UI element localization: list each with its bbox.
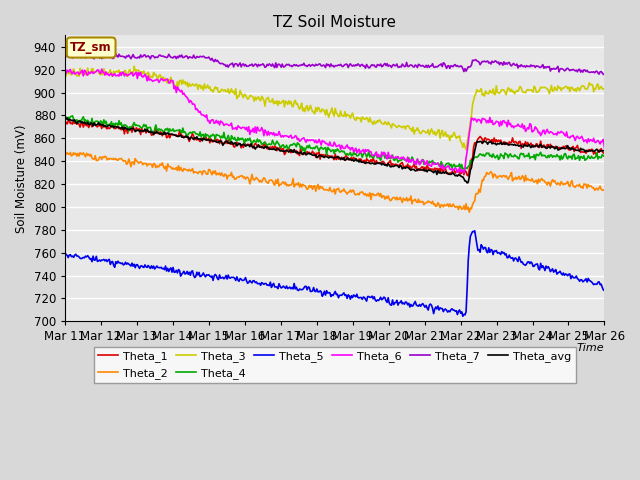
- Theta_1: [590, 151, 598, 157]
- Theta_4: [319, 145, 326, 151]
- Line: Theta_5: Theta_5: [65, 231, 604, 316]
- Theta_2: [600, 187, 608, 192]
- Theta_1: [354, 157, 362, 163]
- Theta_3: [462, 147, 470, 153]
- Theta_3: [590, 89, 598, 95]
- Theta_7: [383, 61, 391, 67]
- Theta_3: [131, 63, 138, 69]
- Line: Theta_1: Theta_1: [65, 120, 604, 176]
- Theta_avg: [590, 148, 598, 154]
- Line: Theta_avg: Theta_avg: [65, 118, 604, 183]
- Theta_4: [322, 145, 330, 151]
- Theta_avg: [600, 148, 608, 154]
- Line: Theta_4: Theta_4: [65, 116, 604, 169]
- Theta_4: [354, 153, 362, 158]
- Theta_3: [506, 86, 513, 92]
- Text: TZ_sm: TZ_sm: [70, 41, 112, 54]
- Theta_2: [590, 185, 598, 191]
- Theta_7: [600, 71, 608, 77]
- Line: Theta_6: Theta_6: [65, 69, 604, 173]
- Theta_4: [61, 115, 68, 120]
- Theta_4: [459, 167, 467, 172]
- Theta_2: [465, 209, 473, 215]
- Theta_6: [98, 66, 106, 72]
- Theta_7: [600, 72, 607, 77]
- Theta_5: [317, 289, 325, 295]
- Theta_avg: [463, 180, 471, 186]
- Theta_avg: [383, 163, 391, 169]
- Theta_2: [61, 151, 68, 156]
- Theta_5: [471, 228, 479, 234]
- Theta_5: [600, 288, 608, 293]
- Theta_7: [112, 51, 120, 57]
- Theta_1: [383, 162, 391, 168]
- Theta_6: [354, 148, 362, 154]
- Theta_avg: [322, 153, 330, 159]
- Line: Theta_3: Theta_3: [65, 66, 604, 150]
- Theta_2: [383, 195, 391, 201]
- Theta_5: [353, 291, 361, 297]
- Theta_4: [383, 153, 391, 158]
- Text: Time: Time: [577, 343, 604, 353]
- Theta_4: [68, 113, 76, 119]
- Theta_6: [506, 121, 513, 127]
- Theta_6: [322, 141, 330, 146]
- Theta_3: [322, 112, 330, 118]
- Theta_7: [322, 65, 330, 71]
- Theta_7: [504, 60, 512, 66]
- Y-axis label: Soil Moisture (mV): Soil Moisture (mV): [15, 124, 28, 233]
- Theta_3: [600, 85, 608, 91]
- Theta_5: [590, 282, 598, 288]
- Theta_2: [322, 187, 330, 192]
- Theta_6: [319, 138, 326, 144]
- Theta_1: [70, 117, 77, 123]
- Theta_2: [354, 191, 362, 196]
- Theta_2: [67, 150, 74, 156]
- Theta_1: [319, 152, 326, 158]
- Theta_5: [61, 249, 68, 255]
- Theta_2: [506, 174, 513, 180]
- Theta_1: [506, 139, 513, 144]
- Theta_6: [383, 156, 391, 162]
- Theta_4: [600, 154, 608, 159]
- Theta_3: [383, 122, 391, 128]
- Theta_2: [319, 184, 326, 190]
- Theta_5: [321, 288, 328, 294]
- Theta_5: [506, 252, 513, 258]
- Theta_7: [354, 61, 362, 67]
- Theta_1: [322, 152, 330, 157]
- Theta_7: [61, 51, 68, 57]
- Theta_6: [460, 170, 468, 176]
- Theta_avg: [63, 115, 71, 121]
- Theta_5: [459, 313, 467, 319]
- Theta_6: [590, 135, 598, 141]
- Theta_avg: [61, 117, 68, 122]
- Legend: Theta_1, Theta_2, Theta_3, Theta_4, Theta_5, Theta_6, Theta_7, Theta_avg: Theta_1, Theta_2, Theta_3, Theta_4, Thet…: [94, 347, 575, 383]
- Theta_6: [61, 68, 68, 73]
- Theta_avg: [506, 142, 513, 148]
- Theta_avg: [354, 158, 362, 164]
- Theta_5: [382, 298, 390, 304]
- Theta_7: [589, 70, 596, 75]
- Theta_avg: [319, 153, 326, 159]
- Theta_6: [600, 145, 608, 151]
- Theta_3: [319, 106, 326, 112]
- Theta_4: [506, 152, 513, 158]
- Theta_3: [61, 66, 68, 72]
- Theta_1: [600, 151, 608, 156]
- Theta_7: [319, 63, 326, 69]
- Line: Theta_2: Theta_2: [65, 153, 604, 212]
- Theta_1: [465, 173, 472, 179]
- Line: Theta_7: Theta_7: [65, 54, 604, 74]
- Title: TZ Soil Moisture: TZ Soil Moisture: [273, 15, 396, 30]
- Theta_4: [590, 156, 598, 161]
- Theta_3: [354, 116, 362, 121]
- Theta_1: [61, 118, 68, 124]
